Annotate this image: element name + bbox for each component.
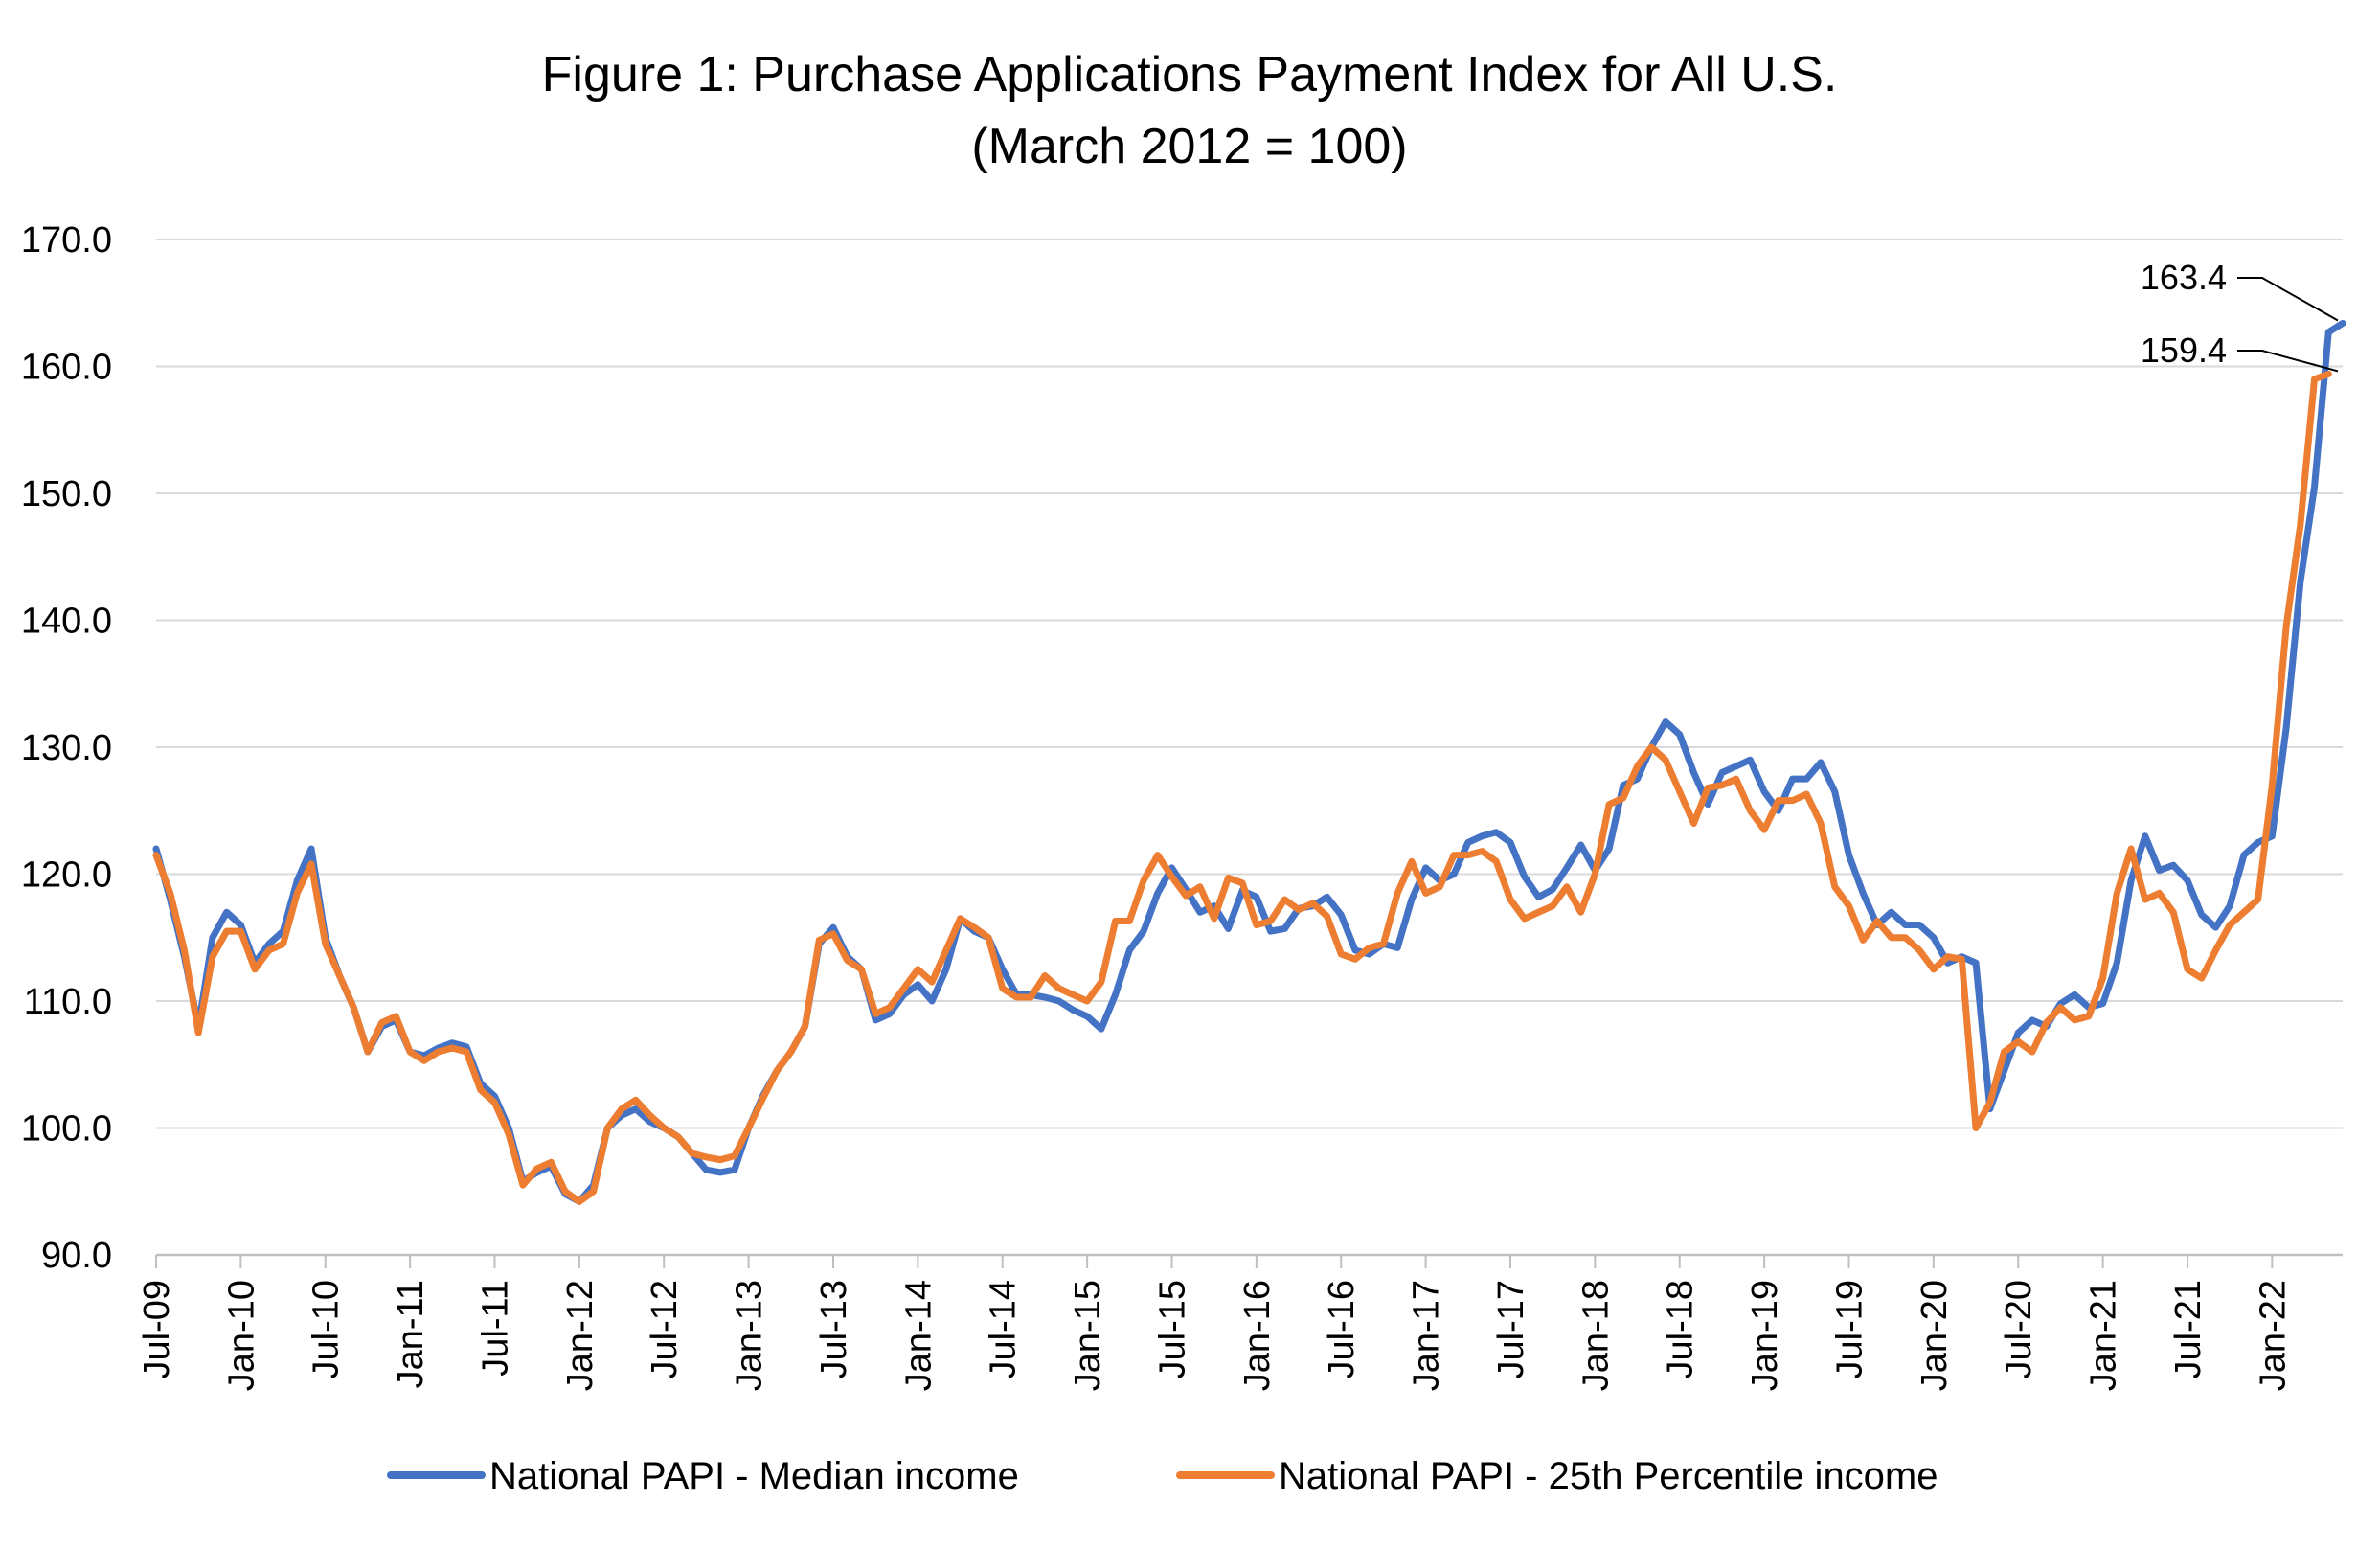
x-tick-label: Jul-21 xyxy=(2168,1280,2209,1379)
data-label-callout: 159.4 xyxy=(2141,330,2227,370)
x-tick-label: Jan-15 xyxy=(1068,1280,1108,1391)
x-tick-label: Jan-14 xyxy=(898,1280,939,1391)
callout-leader-line xyxy=(2237,277,2339,322)
x-axis xyxy=(155,1253,2343,1268)
gridlines xyxy=(156,239,2343,1129)
x-tick-label: Jan-19 xyxy=(1745,1280,1785,1391)
y-tick-label: 160.0 xyxy=(21,348,112,388)
y-tick-label: 150.0 xyxy=(21,474,112,514)
callout-leader-line xyxy=(2237,350,2339,373)
y-tick-label: 120.0 xyxy=(21,855,112,896)
x-tick-label: Jul-09 xyxy=(137,1280,177,1379)
series-lines xyxy=(152,319,2346,1205)
x-tick-label: Jul-18 xyxy=(1661,1280,1701,1379)
y-tick-label: 130.0 xyxy=(21,728,112,768)
y-tick-label: 100.0 xyxy=(21,1109,112,1150)
series-line-median-income xyxy=(152,319,2346,1205)
x-axis-tick-labels: Jul-09 Jan-10 Jul-10 Jan-11 Jul-11 Jan-12 Jul-… xyxy=(137,1280,2293,1391)
x-tick-label: Jul-14 xyxy=(984,1280,1024,1379)
x-tick-label: Jul-10 xyxy=(306,1280,347,1379)
y-tick-label: 110.0 xyxy=(24,982,112,1022)
x-tick-label: Jul-15 xyxy=(1152,1280,1192,1379)
x-tick-label: Jan-12 xyxy=(560,1280,601,1391)
x-tick-label: Jul-19 xyxy=(1829,1280,1870,1379)
x-tick-label: Jul-11 xyxy=(475,1280,515,1377)
x-tick-label: Jul-20 xyxy=(1999,1280,2039,1379)
legend-label: National PAPI - 25th Percentile income xyxy=(1279,1455,1938,1497)
x-tick-label: Jan-10 xyxy=(221,1280,261,1391)
chart-title: Figure 1: Purchase Applications Payment … xyxy=(542,47,1838,103)
y-axis-tick-labels: 90.0 100.0 110.0 120.0 130.0 140.0 150.0 160.0 1… xyxy=(21,220,112,1276)
x-tick-label: Jan-18 xyxy=(1575,1280,1616,1391)
x-tick-label: Jul-16 xyxy=(1322,1280,1362,1379)
x-tick-label: Jan-17 xyxy=(1407,1280,1447,1391)
series-line-25th-percentile-income xyxy=(152,370,2332,1205)
data-label-callout: 163.4 xyxy=(2141,258,2227,297)
y-tick-label: 170.0 xyxy=(21,220,112,261)
end-value-callouts: 163.4 159.4 xyxy=(2141,258,2339,373)
x-tick-label: Jan-13 xyxy=(730,1280,770,1391)
x-tick-label: Jul-13 xyxy=(814,1280,854,1379)
legend: National PAPI - Median income National PA… xyxy=(387,1455,1938,1497)
x-tick-label: Jul-17 xyxy=(1491,1280,1531,1379)
x-tick-label: Jan-22 xyxy=(2253,1280,2293,1391)
chart-subtitle: (March 2012 = 100) xyxy=(971,119,1407,174)
x-tick-label: Jan-16 xyxy=(1237,1280,1278,1391)
legend-label: National PAPI - Median income xyxy=(489,1455,1019,1497)
y-tick-label: 90.0 xyxy=(41,1236,112,1276)
x-tick-label: Jan-11 xyxy=(391,1280,431,1388)
y-tick-label: 140.0 xyxy=(21,602,112,642)
x-tick-label: Jan-20 xyxy=(1915,1280,1955,1391)
x-tick-label: Jul-12 xyxy=(645,1280,685,1379)
x-tick-label: Jan-21 xyxy=(2084,1280,2124,1391)
